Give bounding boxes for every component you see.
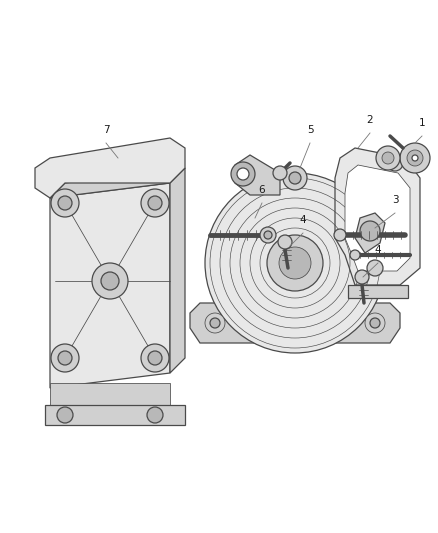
Polygon shape <box>35 138 185 198</box>
Polygon shape <box>335 148 420 285</box>
Polygon shape <box>345 165 410 271</box>
Circle shape <box>210 318 220 328</box>
Circle shape <box>370 318 380 328</box>
Circle shape <box>58 196 72 210</box>
Circle shape <box>412 155 418 161</box>
Circle shape <box>387 155 403 171</box>
Circle shape <box>147 407 163 423</box>
Polygon shape <box>50 168 185 198</box>
Polygon shape <box>45 405 185 425</box>
Text: 4: 4 <box>374 245 381 255</box>
Circle shape <box>57 407 73 423</box>
Circle shape <box>283 166 307 190</box>
Circle shape <box>237 168 249 180</box>
Polygon shape <box>50 383 170 405</box>
Text: 5: 5 <box>307 125 313 135</box>
Text: 2: 2 <box>367 115 373 125</box>
Polygon shape <box>235 155 280 195</box>
Circle shape <box>273 166 287 180</box>
Circle shape <box>141 344 169 372</box>
Text: 7: 7 <box>102 125 110 135</box>
Circle shape <box>205 173 385 353</box>
Circle shape <box>376 146 400 170</box>
Circle shape <box>92 263 128 299</box>
Polygon shape <box>50 183 170 388</box>
Circle shape <box>58 351 72 365</box>
Circle shape <box>148 351 162 365</box>
Circle shape <box>101 272 119 290</box>
Polygon shape <box>170 168 185 373</box>
Circle shape <box>141 189 169 217</box>
Circle shape <box>400 143 430 173</box>
Circle shape <box>360 221 380 241</box>
Polygon shape <box>348 285 408 298</box>
Polygon shape <box>355 213 385 253</box>
Text: 4: 4 <box>300 215 306 225</box>
Circle shape <box>260 227 276 243</box>
Text: 1: 1 <box>419 118 425 128</box>
Text: 6: 6 <box>259 185 265 195</box>
Circle shape <box>267 235 323 291</box>
Polygon shape <box>190 303 400 343</box>
Circle shape <box>51 189 79 217</box>
Circle shape <box>289 172 301 184</box>
Circle shape <box>334 229 346 241</box>
Circle shape <box>382 152 394 164</box>
Circle shape <box>355 270 369 284</box>
Circle shape <box>350 250 360 260</box>
Text: 3: 3 <box>392 195 398 205</box>
Circle shape <box>365 313 385 333</box>
Circle shape <box>231 162 255 186</box>
Circle shape <box>279 247 311 279</box>
Circle shape <box>205 313 225 333</box>
Circle shape <box>264 231 272 239</box>
Circle shape <box>367 260 383 276</box>
Circle shape <box>51 344 79 372</box>
Circle shape <box>407 150 423 166</box>
Circle shape <box>278 235 292 249</box>
Circle shape <box>148 196 162 210</box>
